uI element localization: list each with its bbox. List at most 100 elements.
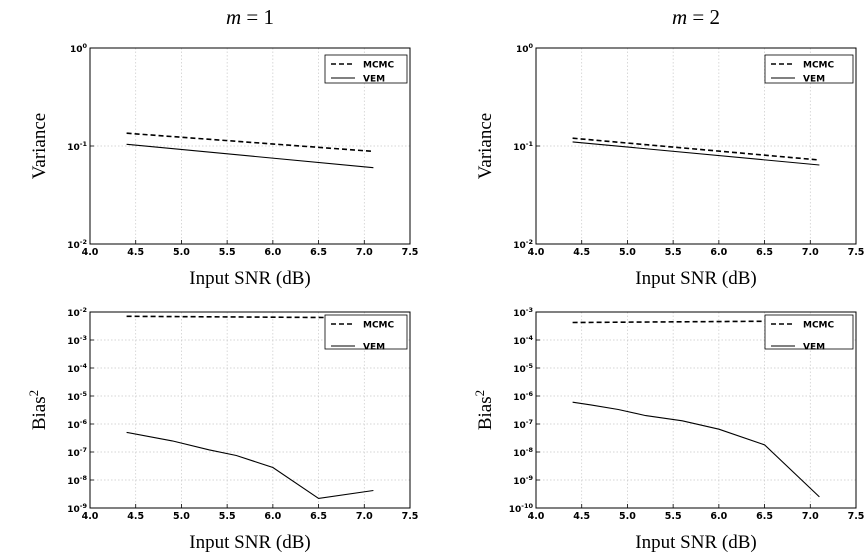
y-tick-exponent: -2 <box>526 238 533 246</box>
y-tick-base: 10 <box>67 449 80 459</box>
x-tick-label: 4.5 <box>573 511 590 522</box>
x-tick-label: 6.5 <box>756 247 773 258</box>
x-tick-label: 5.5 <box>219 247 236 258</box>
y-tick-exponent: -6 <box>526 390 534 398</box>
y-tick-base: 10 <box>67 477 80 487</box>
y-tick-exponent: -5 <box>80 390 88 398</box>
legend-label-vem: VEM <box>363 343 385 353</box>
legend-label-vem: VEM <box>803 343 825 353</box>
y-tick-exponent: -1 <box>526 140 534 148</box>
y-tick-exponent: -2 <box>80 306 87 314</box>
y-tick-label: 10-8 <box>513 446 533 459</box>
y-tick-exponent: -4 <box>80 362 88 370</box>
series-line-mcmc <box>126 315 374 319</box>
y-tick-label: 10-7 <box>513 418 533 431</box>
legend-label-vem: VEM <box>363 75 385 85</box>
series-line-vem <box>126 143 374 169</box>
x-tick-label: 4.0 <box>82 247 99 258</box>
y-tick-base: 10 <box>513 143 526 153</box>
x-tick-label: 5.0 <box>619 511 636 522</box>
x-tick-label: 4.0 <box>528 247 545 258</box>
x-axis-label: Input SNR (dB) <box>635 268 756 289</box>
panel-title-value: 1 <box>264 5 275 29</box>
y-tick-base: 10 <box>67 393 80 403</box>
y-tick-exponent: -8 <box>526 446 534 454</box>
x-tick-label: 7.0 <box>356 247 373 258</box>
x-tick-label: 7.0 <box>802 511 819 522</box>
y-axis-label-superscript: 2 <box>472 390 487 397</box>
panel-m2-variance: 4.0 4.5 5.0 5.5 6.0 6.5 7.0 7.510010-110-2MCMCV… <box>475 5 864 289</box>
legend-label-mcmc: MCMC <box>363 321 395 331</box>
y-tick-base: 10 <box>67 143 80 153</box>
y-tick-label: 10-3 <box>513 306 533 319</box>
x-tick-label: 4.0 <box>528 511 545 522</box>
y-tick-base: 10 <box>513 241 526 251</box>
x-tick-label: 5.0 <box>619 247 636 258</box>
panel-title-variable: m <box>226 5 241 29</box>
panel-title-value: 2 <box>710 5 721 29</box>
y-tick-exponent: -8 <box>80 474 88 482</box>
x-tick-label: 7.5 <box>848 511 864 522</box>
y-tick-label: 10-10 <box>509 502 534 515</box>
x-tick-label: 6.5 <box>310 511 327 522</box>
y-tick-exponent: -5 <box>526 362 534 370</box>
x-tick-label: 7.5 <box>402 511 419 522</box>
panel-title: m = 1 <box>226 5 274 29</box>
y-tick-exponent: -2 <box>80 238 87 246</box>
y-axis-label: Variance <box>29 113 50 179</box>
x-tick-label: 7.5 <box>402 247 419 258</box>
plot-frame <box>89 311 411 509</box>
y-tick-exponent: -7 <box>526 418 533 426</box>
series-line-vem <box>126 431 374 499</box>
panel-title: m = 2 <box>672 5 720 29</box>
y-tick-label: 10-6 <box>513 390 533 403</box>
y-tick-base: 10 <box>67 309 80 319</box>
x-tick-label: 4.0 <box>82 511 99 522</box>
series-line-vem <box>572 401 820 498</box>
legend-box <box>764 314 854 350</box>
x-tick-label: 5.0 <box>173 511 190 522</box>
y-tick-base: 10 <box>67 365 80 375</box>
panel-m1-bias: 4.0 4.5 5.0 5.5 6.0 6.5 7.0 7.510-210-310-410-5… <box>26 306 418 553</box>
y-tick-exponent: -3 <box>526 306 533 314</box>
y-axis-label: Bias2 <box>26 390 50 430</box>
y-tick-exponent: -4 <box>526 334 534 342</box>
y-tick-base: 10 <box>509 505 522 515</box>
y-tick-label: 10-5 <box>67 390 87 403</box>
panel-m2-bias: 4.0 4.5 5.0 5.5 6.0 6.5 7.0 7.510-310-410-510-6… <box>472 306 864 553</box>
y-axis-label: Bias2 <box>472 390 496 430</box>
x-tick-label: 5.5 <box>219 511 236 522</box>
y-axis-label-base: Bias <box>29 396 50 430</box>
y-tick-base: 10 <box>513 393 526 403</box>
y-tick-exponent: -1 <box>80 140 88 148</box>
legend-label-vem: VEM <box>803 75 825 85</box>
y-tick-base: 10 <box>67 421 80 431</box>
series-line-mcmc <box>126 132 374 153</box>
y-tick-base: 10 <box>67 505 80 515</box>
y-tick-label: 10-2 <box>513 238 533 251</box>
y-tick-base: 10 <box>67 337 80 347</box>
x-tick-label: 4.5 <box>127 511 144 522</box>
y-axis-label-base: Bias <box>475 396 496 430</box>
y-tick-base: 10 <box>513 337 526 347</box>
y-tick-label: 10-5 <box>513 362 533 375</box>
y-tick-label: 10-1 <box>513 140 533 153</box>
x-tick-label: 6.0 <box>264 511 281 522</box>
y-tick-exponent: -7 <box>80 446 87 454</box>
y-tick-exponent: 0 <box>82 42 87 50</box>
x-tick-label: 7.0 <box>356 511 373 522</box>
y-tick-exponent: -6 <box>80 418 88 426</box>
y-tick-label: 100 <box>516 42 534 55</box>
x-tick-label: 4.5 <box>127 247 144 258</box>
x-tick-label: 6.0 <box>264 247 281 258</box>
x-tick-label: 6.5 <box>310 247 327 258</box>
y-axis-label-superscript: 2 <box>26 390 41 397</box>
y-tick-base: 10 <box>513 449 526 459</box>
y-tick-base: 10 <box>516 45 529 55</box>
y-tick-label: 10-7 <box>67 446 87 459</box>
y-tick-exponent: 0 <box>528 42 533 50</box>
x-tick-label: 7.5 <box>848 247 864 258</box>
x-tick-label: 6.0 <box>710 247 727 258</box>
panel-m1-variance: 4.0 4.5 5.0 5.5 6.0 6.5 7.0 7.510010-110-2MCMCV… <box>29 5 418 289</box>
